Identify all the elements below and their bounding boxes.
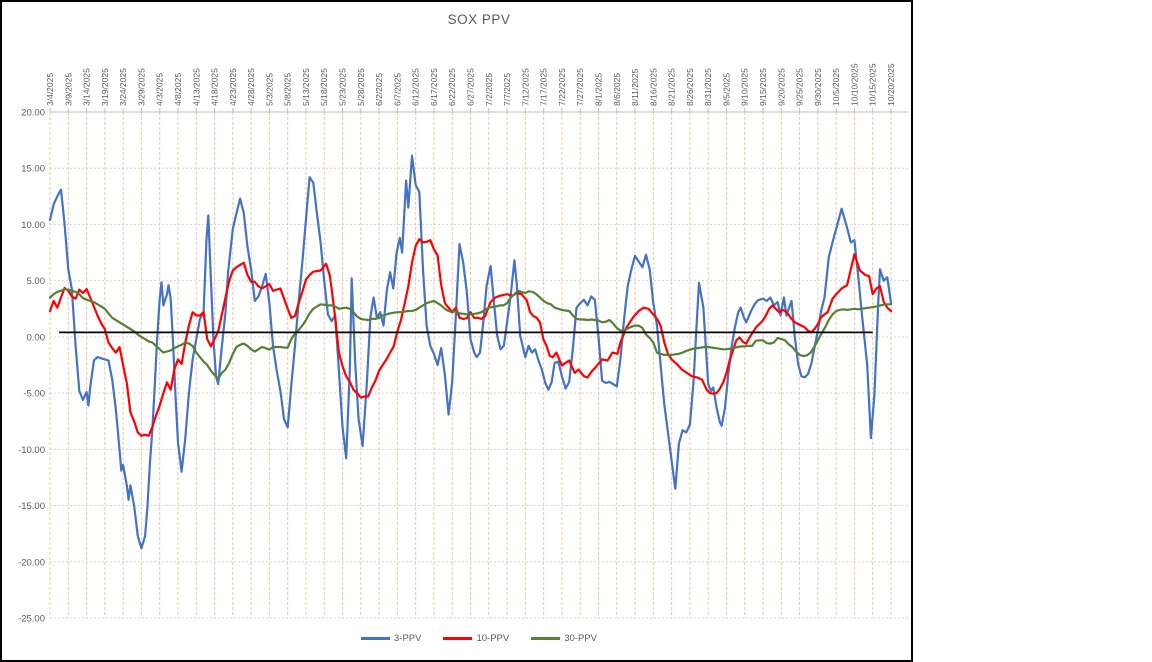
x-axis-label: 8/26/2025 xyxy=(685,68,695,106)
x-axis-label: 9/10/2025 xyxy=(740,68,750,106)
x-axis-label: 4/13/2025 xyxy=(191,68,201,106)
x-axis-label: 7/22/2025 xyxy=(557,68,567,106)
x-axis-label: 7/27/2025 xyxy=(575,68,585,106)
x-axis-label: 8/21/2025 xyxy=(667,68,677,106)
y-axis-label: 10.00 xyxy=(21,220,45,231)
y-axis-label: -25.00 xyxy=(18,614,45,625)
x-axis-label: 4/23/2025 xyxy=(228,68,238,106)
chart-title: SOX PPV xyxy=(447,12,511,27)
excel-chart-object[interactable]: SOX PPV 20.00 15.00 10.00 5.00 0.00 -5.00 -10.… xyxy=(0,0,913,662)
x-axis-label: 5/18/2025 xyxy=(319,68,329,106)
x-axis-label: 10/10/2025 xyxy=(849,63,859,106)
x-axis-label: 9/25/2025 xyxy=(795,68,805,106)
x-axis-label: 3/9/2025 xyxy=(63,73,73,106)
series-line-30-PPV xyxy=(48,288,893,380)
x-axis-label: 5/8/2025 xyxy=(283,73,293,106)
x-axis-label: 7/12/2025 xyxy=(520,68,530,106)
legend-label-10ppv: 10-PPV xyxy=(476,633,510,644)
x-axis-label: 7/2/2025 xyxy=(484,73,494,106)
x-axis-label: 4/3/2025 xyxy=(155,73,165,106)
x-axis-label: 6/22/2025 xyxy=(447,68,457,106)
x-axis-label: 4/8/2025 xyxy=(173,73,183,106)
legend-label-30ppv: 30-PPV xyxy=(564,633,597,644)
x-axis-label: 5/28/2025 xyxy=(356,68,366,106)
y-axis-label: -20.00 xyxy=(18,557,45,568)
legend-swatch-30ppv xyxy=(531,637,561,640)
y-axis-label: 20.00 xyxy=(21,108,45,119)
y-axis-label: 5.00 xyxy=(27,276,46,287)
x-axis-label: 5/3/2025 xyxy=(264,73,274,106)
y-axis-label: -15.00 xyxy=(18,501,45,512)
x-axis-label: 3/4/2025 xyxy=(45,73,55,106)
x-axis-label: 8/16/2025 xyxy=(648,68,658,106)
legend-item-3ppv[interactable]: 3-PPV xyxy=(361,633,421,644)
y-axis-label: -5.00 xyxy=(23,389,45,400)
x-axis-label: 9/5/2025 xyxy=(721,73,731,106)
legend-label-3ppv: 3-PPV xyxy=(394,633,422,644)
x-axis-label: 6/7/2025 xyxy=(392,73,402,106)
x-axis-label: 6/17/2025 xyxy=(429,68,439,106)
x-axis-label: 8/31/2025 xyxy=(703,68,713,106)
x-axis-label: 7/17/2025 xyxy=(539,68,549,106)
x-axis-label: 9/20/2025 xyxy=(776,68,786,106)
x-axis-label: 9/15/2025 xyxy=(758,68,768,106)
chart-legend: 3-PPV 10-PPV 30-PPV xyxy=(50,633,908,644)
x-axis-label: 7/7/2025 xyxy=(502,73,512,106)
x-axis-label: 6/27/2025 xyxy=(466,68,476,106)
y-axis-label: 0.00 xyxy=(27,332,46,343)
x-axis-label: 9/30/2025 xyxy=(813,68,823,106)
x-axis-label: 5/13/2025 xyxy=(301,68,311,106)
series-line-3-PPV xyxy=(48,154,893,550)
x-axis-label: 3/19/2025 xyxy=(100,68,110,106)
x-axis-label: 6/12/2025 xyxy=(411,68,421,106)
legend-item-30ppv[interactable]: 30-PPV xyxy=(531,633,597,644)
x-axis-label: 3/24/2025 xyxy=(118,68,128,106)
x-axis-label: 3/14/2025 xyxy=(82,68,92,106)
x-axis-label: 4/18/2025 xyxy=(210,68,220,106)
plot-area: 20.00 15.00 10.00 5.00 0.00 -5.00 -10.00 -15.00… xyxy=(18,63,908,625)
x-axis-label: 4/28/2025 xyxy=(246,68,256,106)
x-axis-label: 6/2/2025 xyxy=(374,73,384,106)
x-axis-label: 5/23/2025 xyxy=(338,68,348,106)
y-axis-label: 15.00 xyxy=(21,164,45,175)
series-line-10-PPV xyxy=(48,238,893,437)
legend-item-10ppv[interactable]: 10-PPV xyxy=(443,633,509,644)
x-axis-label: 8/6/2025 xyxy=(612,73,622,106)
x-axis-label: 8/1/2025 xyxy=(593,73,603,106)
y-axis-label: -10.00 xyxy=(18,445,45,456)
x-axis-label: 3/29/2025 xyxy=(136,68,146,106)
x-axis-label: 10/5/2025 xyxy=(831,68,841,106)
x-axis-label: 10/15/2025 xyxy=(868,63,878,106)
legend-swatch-3ppv xyxy=(361,637,391,640)
x-axis-label: 10/20/2025 xyxy=(886,63,896,106)
x-axis-label: 8/11/2025 xyxy=(630,69,640,106)
legend-swatch-10ppv xyxy=(443,637,473,640)
